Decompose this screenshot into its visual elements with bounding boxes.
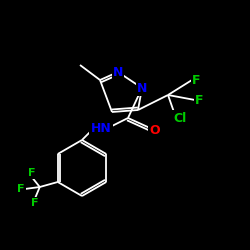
Text: HN: HN — [90, 122, 112, 134]
Text: F: F — [17, 184, 24, 194]
Text: F: F — [192, 74, 200, 86]
Text: F: F — [28, 168, 36, 178]
Text: O: O — [150, 124, 160, 136]
Text: F: F — [31, 198, 38, 208]
Text: N: N — [113, 66, 123, 78]
Text: N: N — [137, 82, 147, 94]
Text: F: F — [195, 94, 203, 106]
Text: Cl: Cl — [174, 112, 186, 124]
